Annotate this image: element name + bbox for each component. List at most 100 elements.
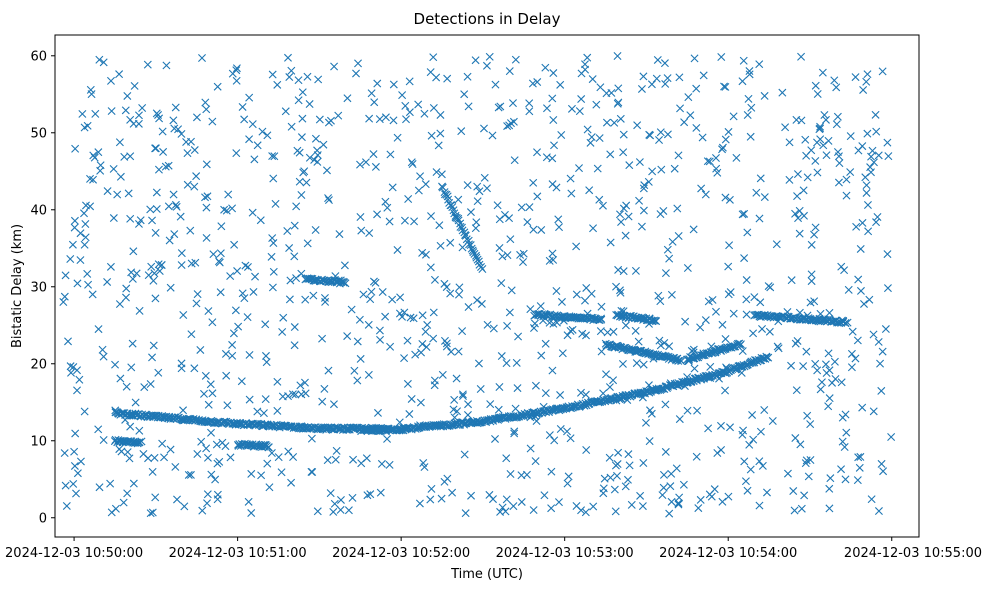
scatter-point bbox=[772, 240, 781, 249]
scatter-point bbox=[619, 130, 628, 139]
scatter-point bbox=[76, 457, 85, 466]
scatter-point bbox=[745, 70, 754, 79]
scatter-point bbox=[793, 336, 802, 345]
scatter-point bbox=[711, 370, 720, 379]
scatter-point bbox=[193, 290, 202, 299]
scatter-point bbox=[169, 116, 178, 125]
scatter-point bbox=[218, 438, 227, 447]
scatter-point bbox=[202, 444, 211, 453]
scatter-point bbox=[842, 175, 851, 184]
scatter-point bbox=[667, 290, 676, 299]
scatter-point bbox=[785, 175, 794, 184]
scatter-point bbox=[203, 499, 212, 508]
x-tick-label: 2024-12-03 10:52:00 bbox=[332, 546, 470, 561]
scatter-point bbox=[171, 103, 180, 112]
scatter-point bbox=[581, 508, 590, 517]
scatter-point bbox=[166, 445, 175, 454]
scatter-point bbox=[134, 119, 143, 128]
scatter-point bbox=[760, 193, 769, 202]
scatter-point bbox=[856, 286, 865, 295]
scatter-point bbox=[496, 507, 505, 516]
scatter-point bbox=[663, 130, 672, 139]
scatter-point bbox=[295, 177, 304, 186]
scatter-point bbox=[596, 327, 605, 336]
scatter-point bbox=[585, 186, 594, 195]
scatter-point bbox=[791, 434, 800, 443]
scatter-point bbox=[665, 254, 674, 263]
scatter-point bbox=[336, 505, 345, 514]
scatter-point bbox=[859, 85, 868, 94]
scatter-point bbox=[510, 156, 519, 165]
scatter-point bbox=[208, 389, 217, 398]
scatter-point bbox=[697, 184, 706, 193]
scatter-point bbox=[158, 439, 167, 448]
scatter-point bbox=[83, 121, 92, 130]
scatter-point bbox=[834, 152, 843, 161]
scatter-point bbox=[830, 76, 839, 85]
scatter-point bbox=[89, 175, 98, 184]
scatter-point bbox=[566, 326, 575, 335]
scatter-point bbox=[655, 336, 664, 345]
scatter-point bbox=[474, 359, 483, 368]
scatter-point bbox=[349, 455, 358, 464]
scatter-point bbox=[157, 261, 166, 269]
scatter-point bbox=[385, 460, 394, 469]
scatter-point bbox=[361, 158, 370, 167]
scatter-point bbox=[854, 146, 863, 155]
scatter-point bbox=[123, 489, 132, 498]
scatter-point bbox=[647, 409, 656, 418]
scatter-point bbox=[568, 325, 577, 334]
scatter-point bbox=[137, 437, 146, 446]
scatter-point bbox=[631, 266, 640, 275]
scatter-point bbox=[764, 353, 773, 362]
scatter-point bbox=[541, 389, 550, 398]
scatter-point bbox=[449, 405, 458, 414]
scatter-point bbox=[670, 164, 679, 173]
scatter-point bbox=[198, 506, 207, 515]
scatter-point bbox=[91, 109, 100, 118]
scatter-point bbox=[319, 140, 328, 149]
scatter-point bbox=[416, 172, 425, 181]
scatter-point bbox=[659, 470, 668, 479]
scatter-point bbox=[458, 327, 467, 336]
scatter-point bbox=[171, 200, 180, 209]
scatter-point bbox=[128, 274, 137, 283]
scatter-point bbox=[509, 502, 518, 511]
scatter-point bbox=[144, 454, 153, 463]
scatter-point bbox=[212, 440, 221, 449]
scatter-point bbox=[661, 269, 670, 278]
scatter-point bbox=[341, 279, 350, 288]
scatter-point bbox=[238, 289, 247, 298]
scatter-point bbox=[505, 214, 514, 223]
scatter-point bbox=[403, 379, 412, 388]
scatter-point bbox=[549, 69, 558, 78]
scatter-point bbox=[429, 53, 438, 62]
scatter-point bbox=[414, 186, 423, 195]
scatter-point bbox=[103, 187, 112, 196]
scatter-point bbox=[456, 222, 465, 231]
scatter-point bbox=[154, 165, 163, 174]
scatter-point bbox=[179, 406, 188, 415]
scatter-point bbox=[448, 488, 457, 497]
scatter-point bbox=[115, 138, 124, 147]
scatter-point bbox=[765, 327, 774, 336]
scatter-point bbox=[405, 77, 414, 86]
scatter-point bbox=[386, 342, 395, 351]
scatter-point bbox=[496, 102, 505, 111]
scatter-point bbox=[330, 62, 339, 71]
scatter-point bbox=[471, 56, 480, 65]
scatter-point bbox=[830, 357, 839, 366]
scatter-point bbox=[704, 297, 713, 306]
scatter-point bbox=[846, 132, 855, 141]
scatter-point bbox=[201, 371, 210, 380]
scatter-point bbox=[126, 152, 135, 161]
scatter-point bbox=[313, 507, 322, 516]
scatter-point bbox=[724, 262, 733, 271]
scatter-point bbox=[386, 150, 395, 159]
scatter-point bbox=[615, 210, 624, 219]
scatter-point bbox=[258, 127, 267, 136]
scatter-point bbox=[619, 148, 628, 157]
scatter-point bbox=[632, 359, 641, 368]
scatter-point bbox=[278, 392, 287, 401]
scatter-point bbox=[348, 493, 357, 502]
